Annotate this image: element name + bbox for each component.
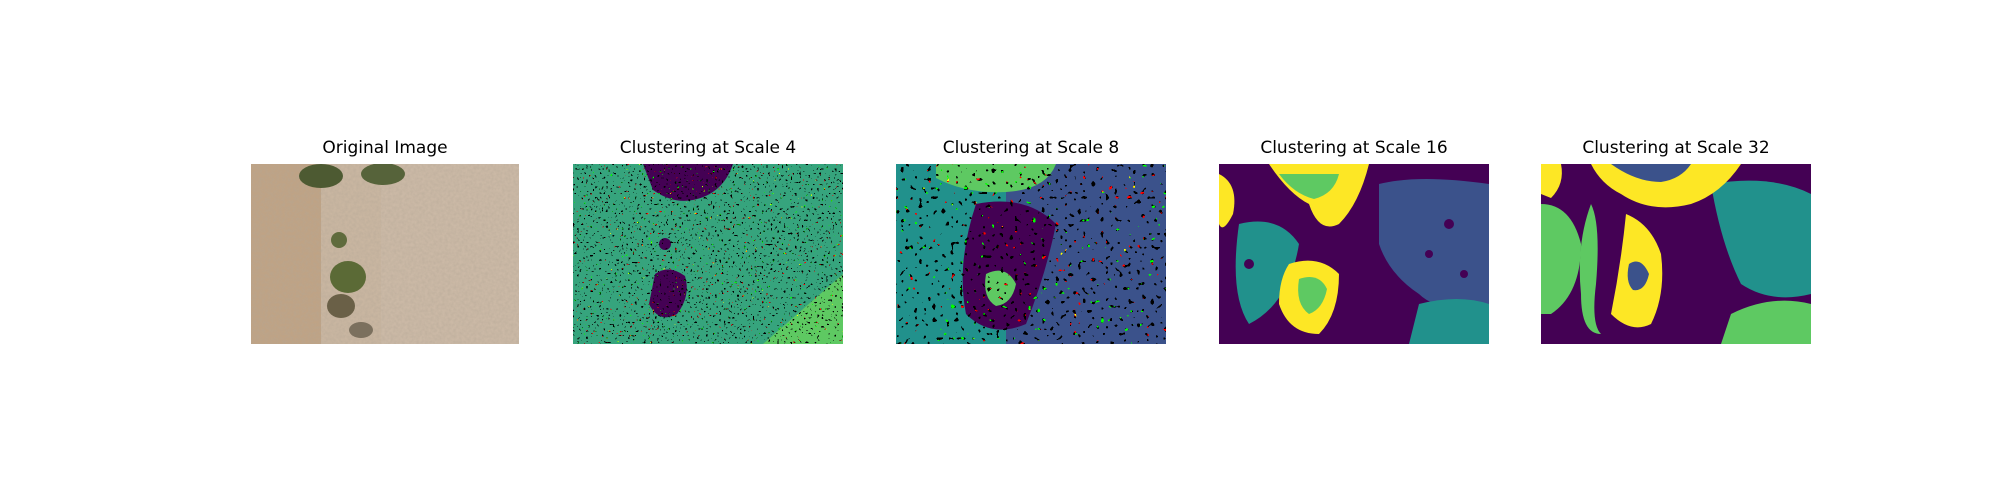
panel-title: Clustering at Scale 8	[942, 138, 1120, 158]
panel-original: Original Image	[251, 138, 519, 344]
cluster-map-scale-4	[573, 164, 843, 344]
panel-title: Clustering at Scale 32	[1582, 138, 1770, 158]
panel-scale-16: Clustering at Scale 16	[1219, 138, 1489, 344]
panel-title: Clustering at Scale 16	[1260, 138, 1448, 158]
panel-scale-4: Clustering at Scale 4	[573, 138, 843, 344]
panel-title: Clustering at Scale 4	[619, 138, 797, 158]
panel-title: Original Image	[322, 138, 448, 158]
cluster-map-scale-16	[1219, 164, 1489, 344]
cluster-map-scale-8	[896, 164, 1166, 344]
panel-scale-32: Clustering at Scale 32	[1541, 138, 1811, 344]
original-image	[251, 164, 519, 344]
cluster-map-scale-32	[1541, 164, 1811, 344]
panel-scale-8: Clustering at Scale 8	[896, 138, 1166, 344]
